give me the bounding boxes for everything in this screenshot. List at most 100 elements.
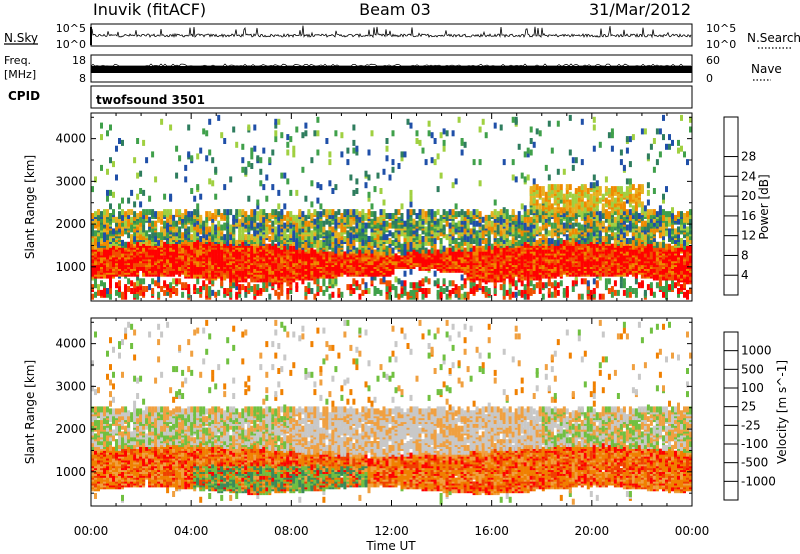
power-cell (340, 151, 344, 158)
power-cell (577, 209, 581, 216)
power-cell (358, 268, 362, 275)
power-cell (127, 232, 131, 239)
power-cell (286, 226, 290, 233)
power-cell (190, 259, 194, 266)
power-cell (532, 253, 536, 260)
power-cell (478, 232, 482, 239)
power-cell (589, 193, 593, 200)
power-cell (259, 209, 263, 216)
power-cell (208, 286, 212, 292)
power-cell (550, 207, 554, 214)
power-cell (430, 247, 434, 254)
power-cell (208, 226, 212, 233)
power-cell (457, 291, 461, 298)
power-cell (145, 209, 149, 216)
power-cell (361, 209, 365, 216)
power-cell (421, 243, 425, 250)
power-cell (115, 216, 118, 223)
power-cell (571, 286, 575, 292)
power-cell (322, 241, 326, 248)
power-cell (421, 257, 425, 264)
power-cell (262, 184, 266, 191)
power-cell (238, 226, 242, 233)
power-cell (535, 209, 539, 216)
power-cell (484, 274, 488, 281)
power-cell (367, 241, 371, 248)
power-cell (142, 218, 146, 225)
power-cell (553, 284, 557, 291)
power-cell (178, 241, 182, 248)
power-cell (241, 284, 245, 291)
power-cell (184, 209, 188, 216)
power-cell (238, 218, 242, 225)
power-cell (397, 209, 401, 216)
power-cell (196, 222, 200, 229)
power-cell (433, 270, 437, 277)
power-cell (457, 116, 461, 123)
power-cell (532, 213, 536, 219)
power-cell (208, 214, 212, 221)
power-cell (388, 291, 392, 298)
power-cell (382, 224, 386, 231)
power-cell (361, 226, 365, 233)
power-cell (514, 116, 518, 123)
power-cell (319, 211, 323, 218)
power-cell (340, 270, 344, 277)
power-cell (301, 241, 305, 248)
power-cell (262, 286, 266, 292)
power-cell (241, 226, 245, 233)
power-cell (235, 284, 239, 291)
power-cell (568, 199, 572, 206)
power-cell (229, 176, 233, 183)
power-cell (190, 155, 194, 162)
power-cell (472, 232, 476, 239)
power-cell (424, 159, 428, 166)
power-cell (412, 228, 416, 235)
power-cell (292, 214, 296, 221)
power-cell (313, 259, 317, 266)
power-cell (496, 241, 500, 248)
power-cell (286, 253, 290, 260)
power-cell (361, 222, 365, 229)
power-cell (247, 282, 251, 289)
power-cell (481, 276, 485, 283)
power-cell (565, 188, 569, 194)
power-cell (565, 239, 569, 246)
power-cell (514, 214, 518, 221)
power-cell (262, 224, 266, 231)
power-cell (304, 195, 308, 202)
station-title: Inuvik (fitACF) (93, 0, 206, 19)
power-cell (586, 214, 590, 221)
power-cell (118, 211, 121, 218)
power-cell (496, 238, 500, 244)
power-cell (178, 230, 182, 237)
power-cell (136, 241, 140, 248)
power-cell (376, 259, 380, 266)
power-cell (487, 214, 491, 221)
power-cell (319, 286, 323, 292)
power-cell (352, 189, 356, 196)
power-cell (208, 243, 212, 250)
power-cell (376, 241, 380, 248)
power-cell (493, 213, 497, 219)
power-cell (532, 184, 536, 191)
power-cell (589, 249, 593, 256)
power-cell (169, 209, 173, 216)
power-cell (391, 222, 395, 229)
power-cell (274, 136, 278, 143)
power-cell (205, 130, 209, 137)
power-cell (100, 224, 103, 231)
power-cell (502, 234, 506, 241)
power-cell (556, 263, 560, 269)
power-cell (190, 211, 194, 218)
power-cell (115, 174, 118, 181)
power-cell (493, 199, 497, 206)
power-cell (595, 224, 599, 231)
power-cell (592, 189, 596, 196)
power-cell (358, 249, 362, 256)
power-cell (499, 209, 503, 216)
power-cell (532, 236, 536, 242)
power-cell (496, 274, 500, 281)
power-cell (199, 236, 203, 242)
power-cell (121, 209, 124, 216)
